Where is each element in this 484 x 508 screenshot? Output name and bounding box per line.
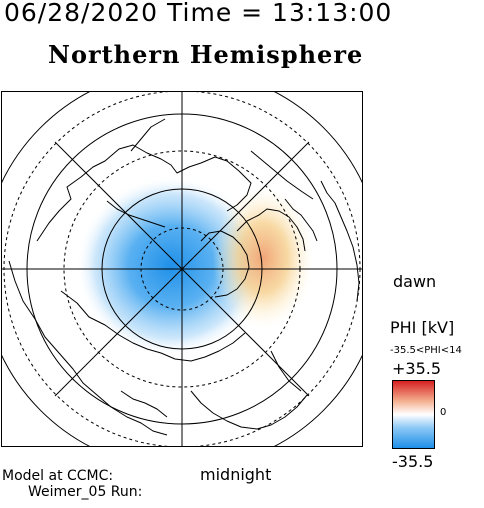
positive-potential-cell [213,188,313,328]
midnight-label: midnight [200,465,272,484]
model-label: Model at CCMC: [2,468,114,484]
polar-potential-map [1,91,363,447]
colorbar [392,380,435,449]
negative-potential-cell [76,176,266,356]
dawn-label: dawn [393,272,437,291]
legend-range: -35.5<PHI<14 [390,345,462,356]
run-label: Weimer_05 Run: [28,484,143,500]
hemisphere-title: Northern Hemisphere [48,40,364,69]
colorbar-max-label: +35.5 [392,359,442,378]
timestamp-title: 06/28/2020 Time = 13:13:00 [4,0,393,27]
legend-title: PHI [kV] [390,318,455,337]
colorbar-min-label: -35.5 [392,452,434,471]
colorbar-zero-label: 0 [440,407,447,418]
coastlines [8,118,360,436]
